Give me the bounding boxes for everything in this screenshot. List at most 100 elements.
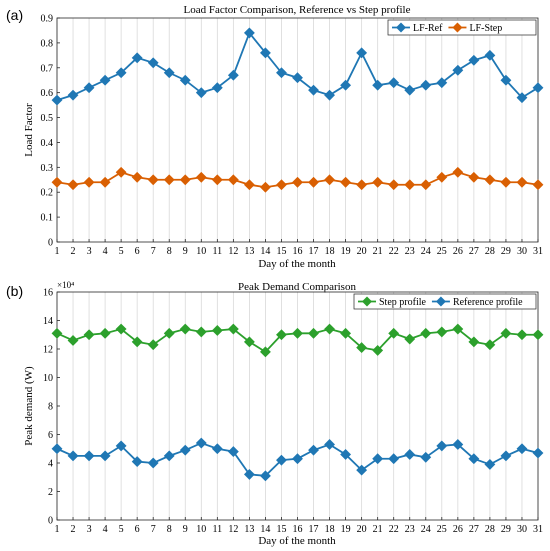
x-axis-label: Day of the month [258, 258, 336, 270]
data-point-0 [308, 84, 319, 96]
x-tick-label: 19 [341, 524, 351, 535]
y-tick-label: 6 [48, 430, 53, 441]
y-tick-label: 0.9 [41, 14, 54, 25]
data-point-1 [308, 176, 319, 188]
x-tick-label: 22 [389, 524, 399, 535]
x-tick-label: 31 [533, 524, 543, 535]
x-tick-label: 6 [135, 524, 140, 535]
data-point-0 [484, 49, 496, 61]
data-point-0 [67, 335, 79, 346]
x-tick-label: 5 [119, 246, 124, 257]
series-group [51, 27, 544, 193]
data-point-0 [227, 323, 239, 335]
x-tick-label: 4 [103, 524, 108, 535]
data-point-0 [356, 47, 368, 59]
data-point-1 [452, 166, 464, 178]
x-tick-label: 2 [71, 246, 76, 257]
data-point-0 [195, 326, 207, 338]
data-point-0 [260, 47, 271, 59]
data-point-0 [404, 84, 416, 96]
x-tick-label: 27 [469, 246, 479, 257]
data-point-0 [532, 82, 544, 94]
y-tick-label: 14 [43, 316, 53, 327]
data-point-0 [67, 89, 79, 101]
data-point-1 [243, 179, 255, 191]
gridlines [56, 18, 539, 242]
x-tick-label: 7 [151, 246, 156, 257]
data-point-1 [67, 179, 79, 191]
data-point-1 [516, 443, 528, 455]
y-tick-label: 10 [43, 373, 53, 384]
y-tick-label: 0.5 [41, 113, 54, 124]
data-point-0 [131, 336, 143, 348]
x-tick-label: 31 [533, 246, 543, 257]
y-tick-label: 0 [48, 238, 53, 249]
data-point-0 [500, 74, 512, 86]
series-group [51, 323, 544, 482]
data-point-1 [99, 176, 111, 188]
data-point-1 [179, 444, 191, 456]
panel-peak-demand: (b) Peak Demand Comparison 1 2 3 4 5 6 7 8 9 10 11… [6, 280, 544, 547]
data-point-0 [516, 92, 528, 104]
data-point-0 [147, 57, 159, 69]
data-point-1 [372, 453, 384, 465]
data-point-1 [340, 449, 352, 460]
x-tick-label: 3 [87, 246, 92, 257]
x-tick-label: 12 [228, 524, 238, 535]
data-point-0 [324, 323, 335, 335]
data-point-0 [292, 327, 303, 339]
data-point-0 [179, 74, 191, 86]
data-point-1 [372, 176, 384, 188]
data-point-1 [276, 179, 287, 191]
data-point-1 [532, 447, 544, 459]
data-point-1 [99, 450, 111, 462]
x-tick-label: 28 [485, 524, 495, 535]
x-tick-label: 18 [325, 524, 335, 535]
data-point-0 [115, 323, 127, 335]
data-point-1 [260, 181, 271, 193]
y-tick-label: 4 [48, 459, 53, 470]
x-tick-label: 30 [517, 524, 527, 535]
x-tick-label: 12 [228, 246, 238, 257]
x-tick-label: 16 [293, 246, 303, 257]
data-point-0 [163, 327, 175, 339]
data-point-1 [404, 179, 416, 191]
x-tick-label: 7 [151, 524, 156, 535]
x-tick-label: 26 [453, 246, 463, 257]
legend-label-0: LF-Ref [413, 23, 443, 34]
y-axis-label: Load Factor [23, 103, 35, 157]
data-point-0 [276, 67, 287, 79]
y-tick-label: 0 [48, 516, 53, 527]
data-point-1 [51, 443, 63, 455]
data-point-0 [211, 325, 223, 336]
data-point-1 [115, 440, 127, 452]
data-point-0 [452, 64, 464, 76]
data-point-0 [420, 79, 432, 91]
data-point-0 [500, 327, 512, 339]
y-axis-label: Peak demand (W) [23, 366, 35, 446]
data-point-0 [468, 336, 480, 348]
x-tick-label: 5 [119, 524, 124, 535]
panel-load-factor: (a) Load Factor Comparison, Reference vs… [6, 4, 544, 270]
x-tick-label: 14 [260, 524, 270, 535]
data-point-0 [532, 329, 544, 341]
data-point-1 [292, 176, 303, 188]
data-point-0 [452, 323, 464, 335]
legend-label-0: Step profile [379, 297, 426, 308]
legend-marker [396, 22, 406, 33]
data-point-1 [83, 450, 95, 462]
data-point-0 [51, 94, 63, 106]
data-point-1 [516, 176, 528, 188]
x-tick-label: 29 [501, 246, 511, 257]
y-tick-label: 0.3 [41, 163, 54, 174]
data-point-1 [51, 176, 63, 188]
data-point-0 [292, 72, 303, 84]
y-exponent-label: ×10⁴ [57, 280, 74, 290]
x-tick-label: 27 [469, 524, 479, 535]
data-point-0 [243, 336, 255, 348]
data-point-1 [83, 176, 95, 188]
x-tick-label: 6 [135, 246, 140, 257]
x-tick-label: 9 [183, 246, 188, 257]
data-point-1 [131, 171, 143, 183]
